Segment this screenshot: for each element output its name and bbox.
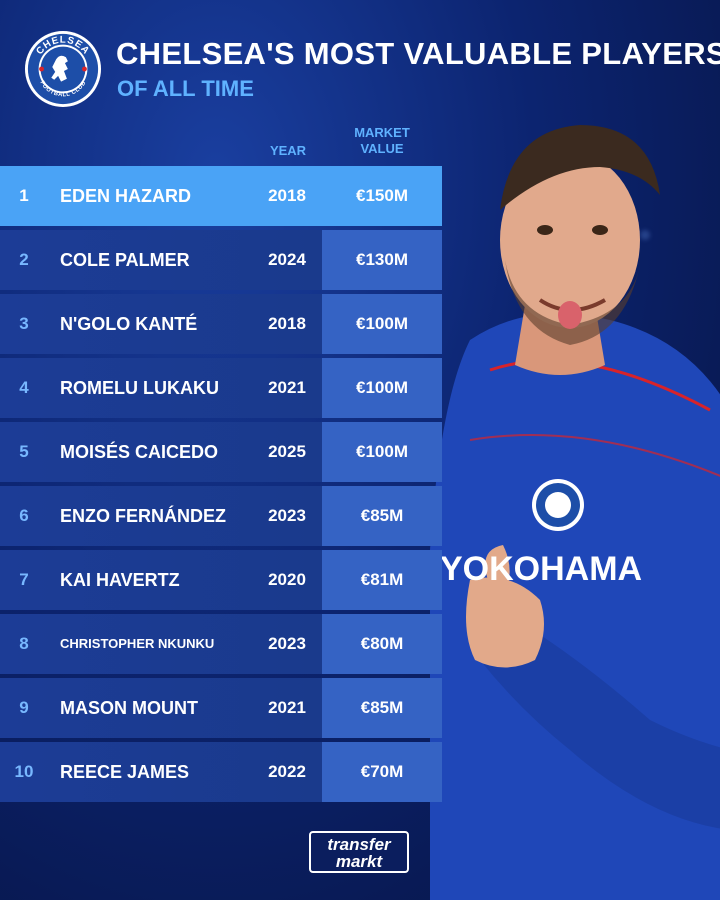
row-background	[0, 422, 322, 482]
value-cell-background	[322, 678, 442, 738]
value-cell-background	[322, 742, 442, 802]
table-row: 3 N'GOLO KANTÉ 2018 €100M	[0, 294, 442, 354]
player-market-value: €130M	[356, 250, 408, 269]
value-cell-background	[322, 422, 442, 482]
player-name: REECE JAMES	[60, 762, 190, 782]
table-row: 6 ENZO FERNÁNDEZ 2023 €85M	[0, 486, 442, 546]
player-market-value: €100M	[356, 378, 408, 397]
player-year: 2021	[268, 378, 306, 397]
player-name: KAI HAVERTZ	[60, 570, 180, 590]
player-rank: 8	[19, 634, 29, 653]
player-year: 2018	[268, 186, 306, 205]
shirt-sponsor-text: YOKOHAMA	[440, 550, 642, 588]
value-cell-background	[322, 230, 442, 290]
column-header-market-value: MARKET VALUE	[336, 125, 428, 157]
player-rank: 3	[19, 314, 29, 333]
table-row: 7 KAI HAVERTZ 2020 €81M	[0, 550, 442, 610]
chelsea-crest-icon: CHELSEA FOOTBALL CLUB	[24, 30, 102, 108]
player-market-value: €150M	[356, 186, 408, 205]
transfermarkt-logo: transfer markt	[309, 831, 409, 873]
table-row: 2 COLE PALMER 2024 €130M	[0, 230, 442, 290]
player-year: 2018	[268, 314, 306, 333]
table-row: 5 MOISÉS CAICEDO 2025 €100M	[0, 422, 442, 482]
table-row: 8 CHRISTOPHER NKUNKU 2023 €80M	[0, 614, 442, 674]
player-year: 2023	[268, 506, 306, 525]
value-cell-background	[322, 358, 442, 418]
value-cell-background	[322, 550, 442, 610]
row-background	[0, 742, 322, 802]
player-name: ENZO FERNÁNDEZ	[60, 506, 226, 526]
stadium-light	[640, 230, 650, 240]
page-subtitle: OF ALL TIME	[117, 76, 254, 101]
player-photo: YOKOHAMA	[430, 125, 720, 900]
player-rank: 9	[19, 698, 29, 717]
row-background	[0, 678, 322, 738]
row-background	[0, 230, 322, 290]
player-market-value: €81M	[360, 570, 404, 589]
row-background	[0, 294, 322, 354]
player-market-value: €70M	[360, 762, 404, 781]
row-background	[0, 358, 322, 418]
table-row: 9 MASON MOUNT 2021 €85M	[0, 678, 442, 738]
row-background	[0, 486, 322, 546]
player-rank: 2	[19, 250, 29, 269]
player-year: 2020	[268, 570, 306, 589]
player-rank: 1	[19, 186, 29, 205]
player-year: 2025	[268, 442, 306, 461]
player-name: MOISÉS CAICEDO	[60, 442, 219, 462]
player-year: 2023	[268, 634, 306, 653]
player-market-value: €85M	[360, 698, 404, 717]
value-cell-background	[322, 486, 442, 546]
player-rank: 4	[19, 378, 29, 397]
value-cell-background	[322, 166, 442, 226]
row-background	[0, 550, 322, 610]
column-header-year: YEAR	[269, 143, 307, 158]
player-name: N'GOLO KANTÉ	[60, 314, 198, 334]
table-row: 4 ROMELU LUKAKU 2021 €100M	[0, 358, 442, 418]
player-name: CHRISTOPHER NKUNKU	[60, 636, 215, 651]
player-rank: 10	[14, 762, 34, 781]
player-name: EDEN HAZARD	[60, 186, 192, 206]
row-background	[0, 614, 322, 674]
player-market-value: €80M	[360, 634, 404, 653]
row-background	[0, 166, 322, 226]
column-header-market-line: MARKET	[354, 125, 410, 140]
player-name: MASON MOUNT	[60, 698, 198, 718]
table-row: 1 EDEN HAZARD 2018 €150M	[0, 166, 442, 226]
player-market-value: €100M	[356, 442, 408, 461]
player-year: 2022	[268, 762, 306, 781]
value-cell-background	[322, 614, 442, 674]
player-market-value: €85M	[360, 506, 404, 525]
table-row: 10 REECE JAMES 2022 €70M	[0, 742, 442, 802]
logo-line-transfer: transfer	[327, 835, 391, 854]
column-header-value-line: VALUE	[360, 141, 404, 156]
player-rank: 7	[19, 570, 29, 589]
player-year: 2021	[268, 698, 306, 717]
player-name: COLE PALMER	[60, 250, 190, 270]
player-rank: 6	[19, 506, 29, 525]
player-name: ROMELU LUKAKU	[60, 378, 219, 398]
page-title: CHELSEA'S MOST VALUABLE PLAYERS	[116, 36, 720, 71]
logo-line-markt: markt	[335, 852, 383, 871]
player-market-value: €100M	[356, 314, 408, 333]
value-cell-background	[322, 294, 442, 354]
player-rank: 5	[19, 442, 29, 461]
player-year: 2024	[268, 250, 306, 269]
